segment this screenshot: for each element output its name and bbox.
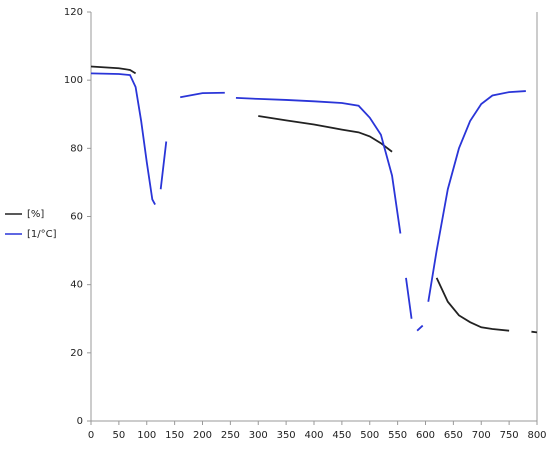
y-tick-label: 60 (70, 212, 83, 223)
x-tick-label: 800 (527, 430, 546, 441)
x-tick-label: 650 (444, 430, 463, 441)
y-tick-label: 80 (70, 143, 83, 154)
y-tick-label: 20 (70, 348, 83, 359)
x-tick-label: 400 (304, 430, 323, 441)
x-tick-label: 150 (165, 430, 184, 441)
x-tick-label: 750 (500, 430, 519, 441)
x-tick-label: 450 (332, 430, 351, 441)
x-tick-label: 350 (277, 430, 296, 441)
y-tick-label: 0 (77, 416, 83, 427)
y-tick-label: 40 (70, 280, 83, 291)
y-tick-label: 120 (64, 7, 83, 18)
x-tick-label: 0 (88, 430, 94, 441)
legend-label: [1/°C] (27, 229, 57, 240)
x-tick-label: 250 (221, 430, 240, 441)
x-tick-label: 200 (193, 430, 212, 441)
data-line (90, 65, 538, 334)
x-tick-label: 550 (388, 430, 407, 441)
data-line (91, 73, 537, 330)
x-tick-label: 600 (416, 430, 435, 441)
x-tick-label: 700 (472, 430, 491, 441)
x-tick-label: 100 (137, 430, 156, 441)
x-tick-label: 50 (113, 430, 126, 441)
x-tick-label: 300 (249, 430, 268, 441)
y-tick-label: 100 (64, 75, 83, 86)
legend-label: [%] (27, 209, 44, 220)
x-tick-label: 500 (360, 430, 379, 441)
